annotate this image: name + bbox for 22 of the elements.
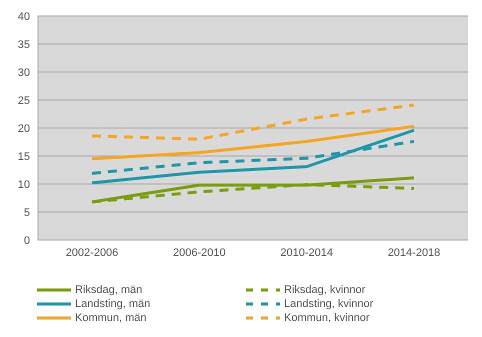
line-series [90,124,416,160]
legend-label: Landsting, kvinnor [284,298,374,310]
x-tick-label: 2006-2010 [173,246,226,259]
legend-label: Kommun, män [75,312,147,324]
legend-label: Riksdag, män [75,284,142,296]
legend-label: Riksdag, kvinnor [284,284,366,296]
y-tick-label: 5 [24,206,30,219]
y-tick-label: 0 [24,234,30,247]
line-series [90,128,416,184]
line-series [90,104,416,141]
y-tick-label: 15 [18,150,30,163]
y-tick-label: 20 [18,122,30,135]
x-tick-label: 2010-2014 [280,246,333,259]
y-tick-label: 40 [18,10,30,23]
y-tick-label: 30 [18,66,30,79]
y-tick-label: 35 [18,38,30,51]
x-tick-label: 2002-2006 [66,246,118,259]
x-tick-label: 2014-2018 [388,246,440,259]
legend-label: Landsting, män [75,298,150,310]
y-tick-label: 10 [18,178,30,191]
y-tick-label: 25 [18,94,30,107]
legend-label: Kommun, kvinnor [284,312,370,324]
